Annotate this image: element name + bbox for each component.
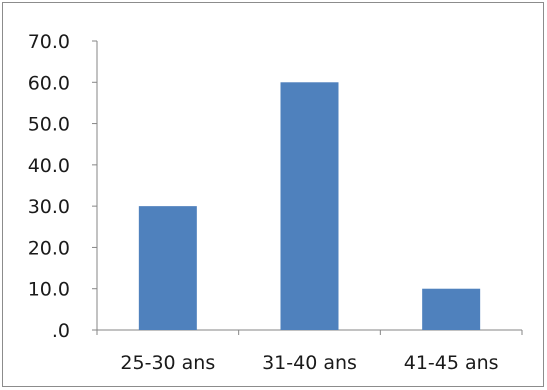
bar: [280, 82, 339, 331]
bar-series: [138, 82, 481, 331]
x-tick-label: 31-40 ans: [262, 352, 357, 374]
y-tick-label: 30.0: [28, 196, 70, 218]
y-tick-label: .0: [52, 320, 70, 342]
y-tick-label: 70.0: [28, 31, 70, 53]
x-tick-label: 25-30 ans: [120, 352, 215, 374]
bar: [422, 288, 481, 330]
y-tick-label: 10.0: [28, 279, 70, 301]
y-tick-label: 60.0: [28, 72, 70, 94]
y-tick-label: 50.0: [28, 114, 70, 136]
bar: [138, 206, 197, 330]
y-tick-label: 20.0: [28, 237, 70, 259]
x-tick-label: 41-45 ans: [404, 352, 499, 374]
y-axis-tick-labels: .0 10.0 20.0 30.0 40.0 50.0 60.0 70.0: [28, 31, 70, 342]
x-axis-tick-labels: 25-30 ans 31-40 ans 41-45 ans: [120, 352, 498, 374]
y-tick-label: 40.0: [28, 155, 70, 177]
